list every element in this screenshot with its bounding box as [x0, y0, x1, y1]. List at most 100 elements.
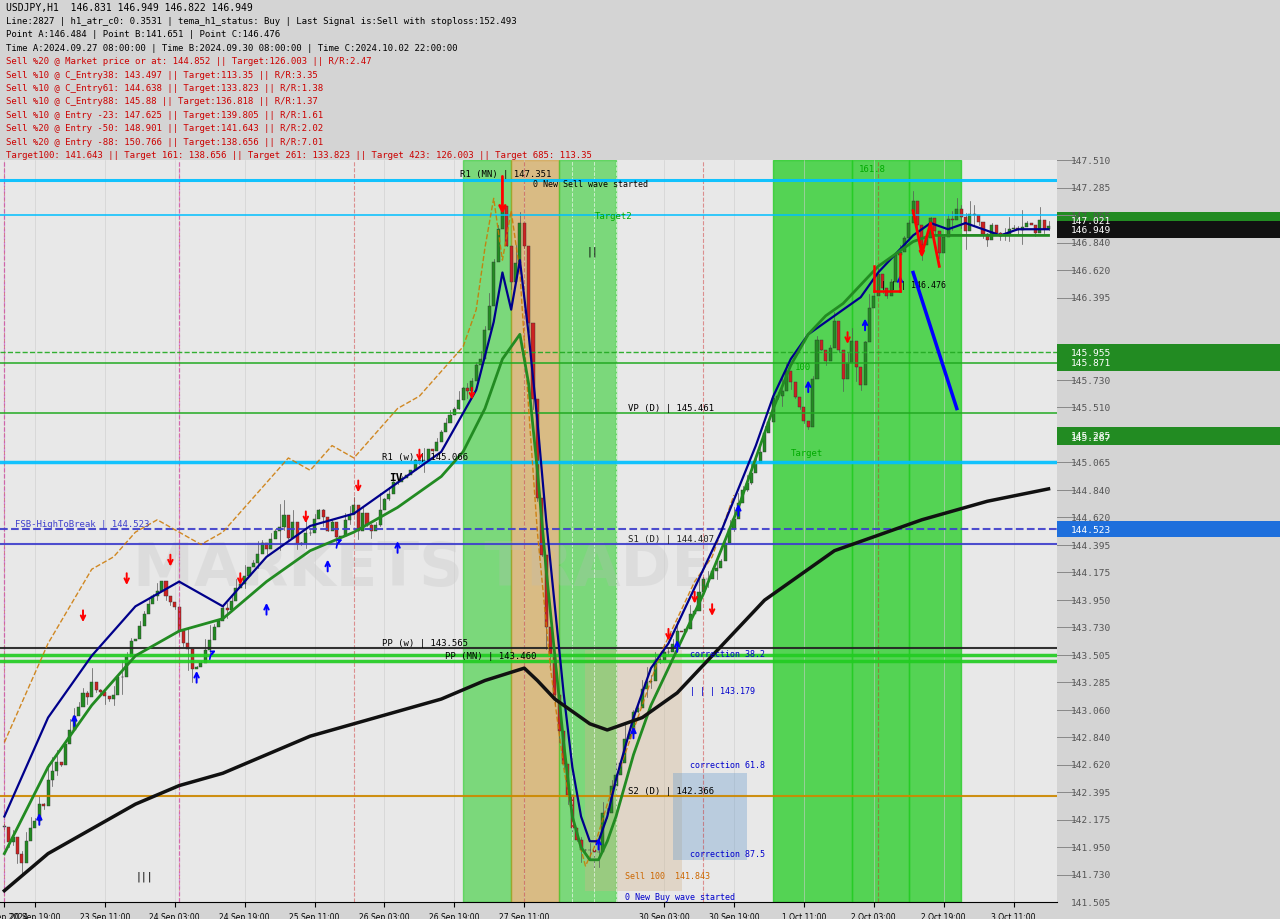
Bar [221, 608, 224, 621]
Bar [654, 660, 657, 681]
Bar [160, 582, 163, 592]
Bar [938, 232, 941, 254]
Bar [685, 630, 687, 632]
Bar [265, 543, 268, 550]
Text: 161.8: 161.8 [859, 165, 886, 174]
Bar [732, 519, 736, 529]
Text: 144.523: 144.523 [1070, 526, 1111, 534]
Text: 145.285: 145.285 [1070, 431, 1111, 440]
Bar [741, 491, 744, 504]
Text: IV: IV [389, 472, 402, 482]
Text: Target: Target [791, 449, 823, 458]
Bar [274, 531, 276, 539]
Text: 145.510: 145.510 [1070, 403, 1111, 413]
Text: 145.730: 145.730 [1070, 376, 1111, 385]
Bar [527, 246, 530, 323]
Bar [531, 323, 535, 400]
Bar [51, 772, 54, 780]
Bar [29, 828, 32, 842]
Text: 144.395: 144.395 [1070, 541, 1111, 550]
Bar [256, 554, 260, 563]
Bar [234, 589, 238, 601]
Bar [125, 657, 128, 677]
Bar [24, 842, 28, 864]
Bar [195, 667, 198, 669]
Bar [404, 476, 408, 479]
Bar [785, 371, 788, 391]
Bar [42, 804, 45, 806]
Bar [169, 596, 172, 603]
Bar [929, 219, 932, 239]
Text: Sell %20 @ Entry -88: 150.766 || Target:138.656 || R/R:7.01: Sell %20 @ Entry -88: 150.766 || Target:… [6, 138, 324, 146]
Bar [335, 523, 338, 538]
Bar [1025, 224, 1028, 228]
Text: 146.840: 146.840 [1070, 239, 1111, 248]
Bar [575, 828, 579, 841]
Bar [558, 696, 561, 732]
Bar [540, 499, 543, 555]
Bar [1016, 229, 1019, 231]
Bar [750, 473, 753, 483]
Bar [536, 400, 539, 499]
Text: 144.620: 144.620 [1070, 513, 1111, 522]
Bar [916, 202, 919, 226]
Bar [413, 460, 416, 471]
Bar [165, 582, 168, 596]
Bar [828, 348, 832, 362]
Text: Line:2827 | h1_atr_c0: 0.3531 | tema_h1_status: Buy | Last Signal is:Sell with s: Line:2827 | h1_atr_c0: 0.3531 | tema_h1_… [6, 17, 517, 26]
Bar [457, 401, 461, 409]
Text: S1 (D) | 144.407: S1 (D) | 144.407 [628, 534, 714, 543]
Bar [116, 677, 119, 696]
Bar [819, 341, 823, 350]
Bar [230, 601, 233, 611]
Bar [868, 309, 870, 343]
Bar [676, 630, 678, 644]
Bar [859, 368, 863, 385]
Bar [435, 442, 439, 451]
Text: 100: 100 [795, 363, 812, 371]
Bar [431, 449, 434, 451]
Bar [462, 389, 465, 401]
Bar [278, 528, 282, 531]
Bar [728, 529, 731, 544]
Bar [156, 592, 159, 596]
Bar [479, 360, 483, 366]
Bar [20, 854, 23, 864]
Bar [837, 322, 841, 350]
Bar [99, 690, 102, 692]
Bar [899, 253, 901, 255]
Bar [1007, 230, 1011, 235]
Bar [497, 230, 499, 263]
Bar [511, 161, 559, 902]
Bar [417, 460, 421, 462]
Bar [973, 214, 975, 216]
Bar [326, 517, 329, 531]
Bar [710, 572, 714, 580]
Text: 141.730: 141.730 [1070, 870, 1111, 879]
Text: correction 38.2: correction 38.2 [690, 649, 765, 658]
Bar [842, 350, 845, 380]
Bar [908, 223, 910, 239]
FancyBboxPatch shape [1057, 355, 1280, 371]
Bar [977, 216, 980, 222]
Bar [8, 827, 10, 843]
Bar [671, 644, 675, 652]
Bar [991, 226, 993, 240]
Text: 141.505: 141.505 [1070, 898, 1111, 907]
Bar [1047, 227, 1050, 230]
Bar [776, 396, 780, 399]
Bar [488, 306, 490, 331]
Text: Target2: Target2 [595, 212, 632, 221]
Text: | | | 143.179: | | | 143.179 [690, 686, 755, 695]
Bar [357, 505, 360, 532]
Bar [317, 511, 320, 519]
Text: 146.949: 146.949 [1070, 226, 1111, 234]
Bar [763, 433, 767, 452]
Bar [567, 764, 570, 795]
Bar [701, 579, 705, 593]
Bar [812, 380, 814, 427]
Bar [955, 210, 959, 221]
Bar [147, 605, 150, 614]
Text: 147.510: 147.510 [1070, 156, 1111, 165]
Bar [995, 226, 997, 233]
